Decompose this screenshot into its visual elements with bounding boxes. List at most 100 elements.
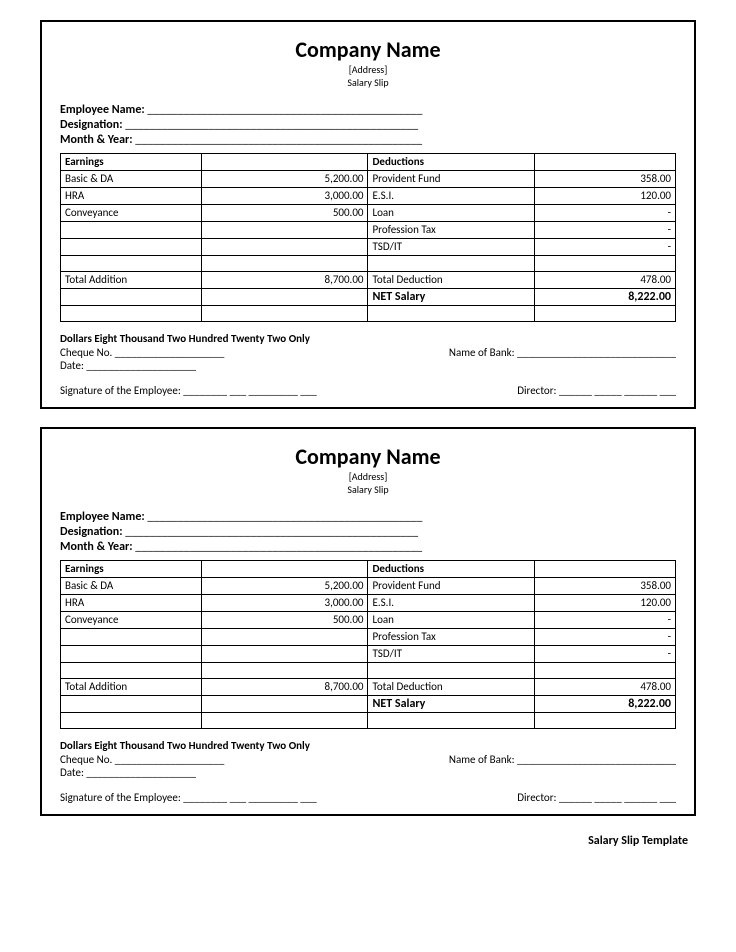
total-deduction-value: 478.00 bbox=[534, 679, 675, 696]
date-line: Date: ____________________ bbox=[60, 359, 676, 372]
cell bbox=[61, 256, 202, 272]
deduction-label: TSD/IT bbox=[368, 239, 534, 256]
cell bbox=[202, 256, 368, 272]
earning-label: Basic & DA bbox=[61, 171, 202, 188]
table-row: Basic & DA5,200.00 Provident Fund358.00 bbox=[61, 578, 676, 595]
cell bbox=[61, 629, 202, 646]
designation-fill: ________________________________________… bbox=[123, 525, 419, 539]
cell bbox=[202, 713, 368, 729]
employee-name-line: Employee Name: _________________________… bbox=[60, 103, 676, 117]
earning-value: 500.00 bbox=[202, 612, 368, 629]
bank-name: Name of Bank: __________________________… bbox=[449, 753, 676, 766]
cell bbox=[202, 154, 368, 171]
deduction-value: - bbox=[534, 646, 675, 663]
cell bbox=[534, 713, 675, 729]
cell bbox=[202, 696, 368, 713]
earning-label: Conveyance bbox=[61, 612, 202, 629]
earnings-header: Earnings bbox=[61, 154, 202, 171]
director-signature: Director: ______ _____ ______ ___ bbox=[517, 384, 676, 397]
net-salary-label: NET Salary bbox=[368, 696, 534, 713]
salary-table: Earnings Deductions Basic & DA5,200.00 P… bbox=[60, 560, 676, 729]
month-year-line: Month & Year: __________________________… bbox=[60, 133, 676, 147]
cheque-no: Cheque No. ____________________ bbox=[60, 346, 224, 359]
cell bbox=[202, 239, 368, 256]
cell bbox=[534, 154, 675, 171]
earning-value: 5,200.00 bbox=[202, 578, 368, 595]
amount-in-words: Dollars Eight Thousand Two Hundred Twent… bbox=[60, 739, 676, 752]
cheque-no: Cheque No. ____________________ bbox=[60, 753, 224, 766]
cell bbox=[61, 239, 202, 256]
designation-label: Designation: bbox=[60, 525, 123, 539]
designation-line: Designation: ___________________________… bbox=[60, 118, 676, 132]
designation-line: Designation: ___________________________… bbox=[60, 525, 676, 539]
cheque-bank-row: Cheque No. ____________________ Name of … bbox=[60, 346, 676, 359]
cell bbox=[61, 713, 202, 729]
cell bbox=[202, 663, 368, 679]
total-deduction-value: 478.00 bbox=[534, 272, 675, 289]
bank-name: Name of Bank: __________________________… bbox=[449, 346, 676, 359]
cheque-bank-row: Cheque No. ____________________ Name of … bbox=[60, 753, 676, 766]
total-addition-value: 8,700.00 bbox=[202, 272, 368, 289]
net-salary-value: 8,222.00 bbox=[534, 696, 675, 713]
earning-label: Conveyance bbox=[61, 205, 202, 222]
deduction-label: E.S.I. bbox=[368, 188, 534, 205]
cell bbox=[202, 306, 368, 322]
slip-footer: Dollars Eight Thousand Two Hundred Twent… bbox=[60, 332, 676, 397]
earning-label: Basic & DA bbox=[61, 578, 202, 595]
earning-label: HRA bbox=[61, 188, 202, 205]
total-addition-label: Total Addition bbox=[61, 272, 202, 289]
total-deduction-label: Total Deduction bbox=[368, 272, 534, 289]
cell bbox=[368, 663, 534, 679]
total-deduction-label: Total Deduction bbox=[368, 679, 534, 696]
cell bbox=[202, 289, 368, 306]
deduction-value: 120.00 bbox=[534, 188, 675, 205]
deduction-value: - bbox=[534, 239, 675, 256]
month-label: Month & Year: bbox=[60, 133, 133, 147]
cell bbox=[202, 561, 368, 578]
cell bbox=[61, 663, 202, 679]
cell bbox=[534, 561, 675, 578]
total-addition-label: Total Addition bbox=[61, 679, 202, 696]
earning-value: 5,200.00 bbox=[202, 171, 368, 188]
cell bbox=[534, 306, 675, 322]
employee-label: Employee Name: bbox=[60, 103, 145, 117]
table-row: HRA3,000.00 E.S.I.120.00 bbox=[61, 595, 676, 612]
table-row: Total Addition8,700.00 Total Deduction47… bbox=[61, 272, 676, 289]
employee-label: Employee Name: bbox=[60, 510, 145, 524]
designation-label: Designation: bbox=[60, 118, 123, 132]
table-row: NET Salary8,222.00 bbox=[61, 289, 676, 306]
table-row: NET Salary8,222.00 bbox=[61, 696, 676, 713]
deduction-value: 120.00 bbox=[534, 595, 675, 612]
cell bbox=[61, 289, 202, 306]
cell bbox=[534, 256, 675, 272]
table-row: Basic & DA5,200.00 Provident Fund358.00 bbox=[61, 171, 676, 188]
table-row: TSD/IT- bbox=[61, 646, 676, 663]
table-row bbox=[61, 306, 676, 322]
amount-in-words: Dollars Eight Thousand Two Hundred Twent… bbox=[60, 332, 676, 345]
table-row bbox=[61, 713, 676, 729]
slip-subtitle: Salary Slip bbox=[60, 483, 676, 496]
deduction-value: 358.00 bbox=[534, 578, 675, 595]
slip-footer: Dollars Eight Thousand Two Hundred Twent… bbox=[60, 739, 676, 804]
table-row: Earnings Deductions bbox=[61, 154, 676, 171]
table-row: Conveyance500.00 Loan- bbox=[61, 612, 676, 629]
table-row: Total Addition8,700.00 Total Deduction47… bbox=[61, 679, 676, 696]
table-row: Earnings Deductions bbox=[61, 561, 676, 578]
table-row bbox=[61, 663, 676, 679]
earning-label: HRA bbox=[61, 595, 202, 612]
deduction-label: Loan bbox=[368, 205, 534, 222]
slip-subtitle: Salary Slip bbox=[60, 76, 676, 89]
table-row bbox=[61, 256, 676, 272]
salary-table: Earnings Deductions Basic & DA5,200.00 P… bbox=[60, 153, 676, 322]
company-name: Company Name bbox=[60, 443, 676, 470]
template-label: Salary Slip Template bbox=[40, 834, 696, 848]
cell bbox=[61, 696, 202, 713]
cell bbox=[202, 222, 368, 239]
deduction-label: TSD/IT bbox=[368, 646, 534, 663]
month-fill: ________________________________________… bbox=[133, 540, 423, 554]
earning-value: 500.00 bbox=[202, 205, 368, 222]
deduction-value: - bbox=[534, 222, 675, 239]
cell bbox=[202, 646, 368, 663]
salary-slip: Company Name [Address] Salary Slip Emplo… bbox=[40, 427, 696, 816]
table-row: TSD/IT- bbox=[61, 239, 676, 256]
